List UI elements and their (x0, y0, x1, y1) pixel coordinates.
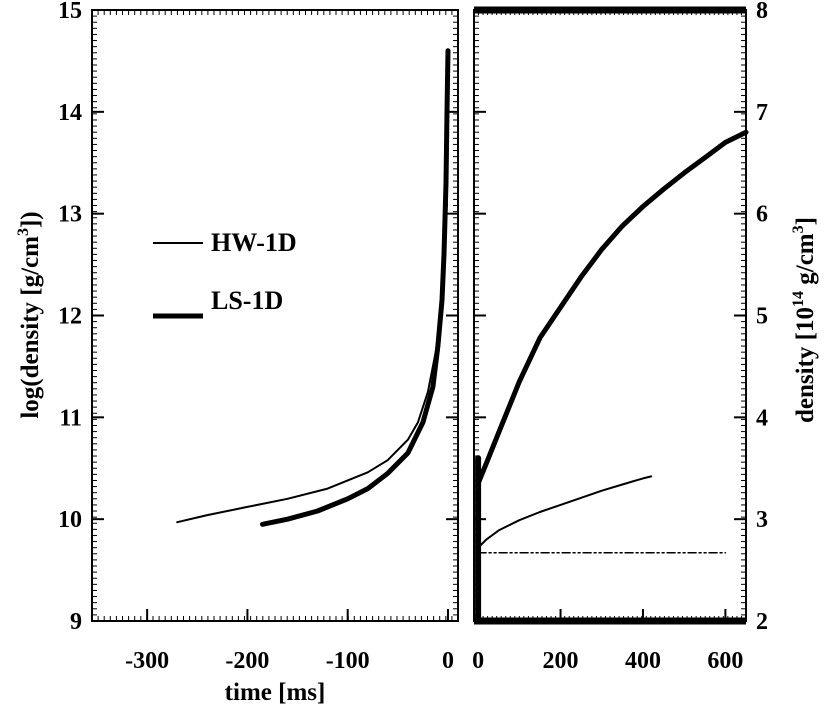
legend-label-hw-1d: HW-1D (211, 228, 297, 257)
left-y-axis-label: log(density [g/cm3]) (15, 211, 44, 418)
left-y-tick-label: 10 (58, 507, 82, 533)
right-series-thin-1 (477, 475, 653, 549)
right-y-tick-label: 7 (756, 100, 768, 126)
left-x-axis-label: time [ms] (225, 679, 326, 706)
right-x-tick-label: 0 (472, 648, 484, 674)
left-y-tick-label: 13 (58, 202, 82, 228)
left-y-tick-label: 9 (70, 609, 82, 635)
left-x-tick-label: -100 (326, 648, 370, 674)
left-x-tick-label: 0 (442, 648, 454, 674)
left-tick-labels: -300 -200 -100 0 9 10 11 12 13 14 15 (58, 0, 454, 674)
left-y-tick-label: 12 (58, 304, 82, 330)
right-y-axis-label: density [1014 g/cm3] (790, 217, 819, 423)
left-x-tick-label: -200 (225, 648, 269, 674)
left-panel: -300 -200 -100 0 9 10 11 12 13 14 15 time [ms] log… (15, 0, 459, 706)
right-series-thick-0 (475, 129, 749, 486)
right-y-tick-label: 4 (756, 405, 768, 431)
left-series (176, 48, 451, 527)
left-y-tick-label: 15 (58, 0, 82, 24)
right-y-tick-label: 3 (756, 507, 768, 533)
right-panel: 0 200 400 600 2 3 4 5 6 7 8 density [1014 g/cm3] (472, 0, 819, 674)
right-series (475, 129, 749, 624)
right-x-tick-label: 600 (707, 648, 743, 674)
right-x-tick-label: 400 (625, 648, 661, 674)
left-y-tick-label: 11 (59, 405, 82, 431)
legend-label-ls-1d: LS-1D (211, 286, 283, 315)
right-tick-labels: 0 200 400 600 2 3 4 5 6 7 8 (472, 0, 768, 674)
left-series-ls-1d (260, 48, 451, 527)
left-plot-frame (91, 9, 459, 622)
left-ticks (92, 9, 458, 622)
legend: HW-1D LS-1D (153, 228, 297, 319)
right-x-tick-label: 200 (543, 648, 579, 674)
right-y-tick-label: 5 (756, 304, 768, 330)
left-x-tick-label: -300 (125, 648, 169, 674)
right-y-tick-label: 2 (756, 609, 768, 635)
right-y-tick-label: 6 (756, 202, 768, 228)
left-y-tick-label: 14 (58, 100, 82, 126)
right-ticks (474, 9, 746, 622)
right-y-tick-label: 8 (756, 0, 768, 24)
right-plot-frame (473, 9, 747, 622)
